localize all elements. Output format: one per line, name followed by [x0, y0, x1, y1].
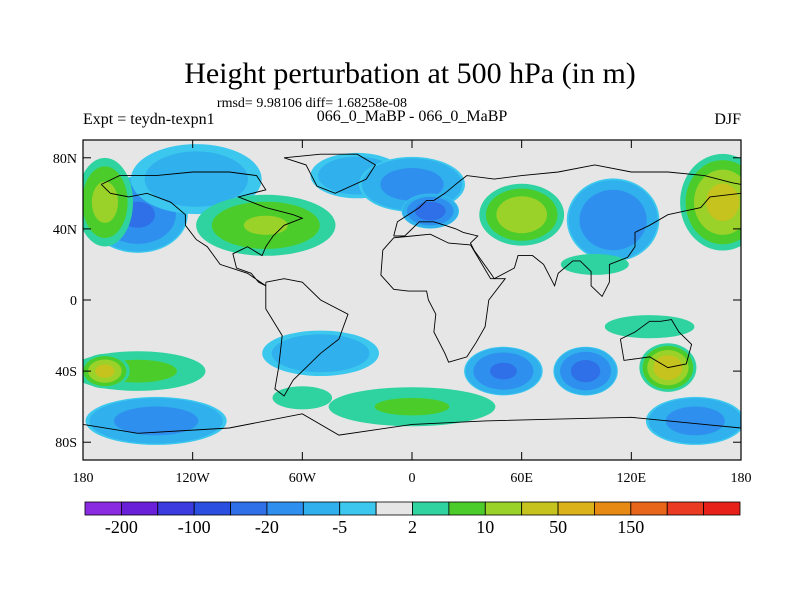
colorbar-swatch-1	[120, 501, 159, 516]
anomaly-blob-10	[560, 253, 629, 275]
colorbar-label-2: -20	[255, 517, 279, 537]
y-tick-label-2: 0	[70, 294, 77, 309]
colorbar-label-1: -100	[178, 517, 211, 537]
colorbar-swatch-4	[230, 501, 268, 516]
colorbar-swatch-17	[703, 501, 741, 516]
coastline-3	[393, 164, 741, 298]
x-tick-label-2: 60W	[289, 471, 317, 486]
colorbar-swatch-7	[339, 501, 377, 516]
season-label: DJF	[714, 111, 741, 128]
x-tick-label-6: 180	[731, 471, 752, 486]
colorbar-swatch-13	[557, 501, 595, 516]
colorbar-swatch-10	[448, 501, 486, 516]
colorbar-swatch-9	[412, 501, 450, 516]
map-area	[83, 140, 741, 460]
coastline-6	[83, 413, 741, 460]
colorbar-label-6: 50	[549, 517, 567, 537]
y-tick-label-4: 80S	[55, 436, 77, 451]
anomaly-blob-8	[579, 189, 647, 251]
x-tick-label-5: 120E	[617, 471, 647, 486]
experiment-label: Expt = teydn-texpn1	[83, 111, 215, 128]
x-axis: 180 120W 60W 0 60E 120E 180	[73, 140, 752, 486]
perturbation-field	[83, 144, 741, 445]
coastline-4	[380, 233, 507, 363]
anomaly-blob-1	[144, 151, 248, 207]
anomaly-blob-5	[380, 168, 444, 201]
colorbar-swatch-2	[157, 501, 195, 516]
y-tick-label-3: 40S	[55, 365, 77, 380]
y-tick-label-1: 40N	[53, 223, 77, 238]
colorbar-swatch-3	[193, 501, 231, 516]
x-tick-label-4: 60E	[510, 471, 533, 486]
case-label: 066_0_MaBP - 066_0_MaBP	[317, 108, 508, 125]
colorbar-label-0: -200	[105, 517, 138, 537]
y-axis: 80N 40N 0 40S 80S	[53, 152, 741, 451]
anomaly-blob-3	[243, 215, 288, 235]
colorbar-swatch-6	[302, 501, 341, 516]
coastline-0	[100, 171, 304, 287]
anomaly-blob-15	[490, 362, 517, 380]
colorbar-swatch-8	[375, 501, 413, 516]
colorbar-swatch-15	[630, 501, 668, 516]
colorbar-swatch-12	[521, 501, 559, 516]
anomaly-blob-13	[113, 406, 199, 436]
coastline-2	[265, 278, 349, 397]
coastline-1	[283, 153, 377, 194]
chart-subtitle: rmsd= 9.98106 diff= 1.68258e-08	[217, 96, 407, 111]
anomaly-blob-12	[95, 364, 115, 378]
colorbar-swatch-0	[84, 501, 122, 516]
coastlines	[83, 153, 741, 460]
colorbar-label-7: 150	[617, 517, 644, 537]
y-tick-label-0: 80N	[53, 152, 77, 167]
anomaly-blob-6	[415, 201, 446, 221]
colorbar-swatch-11	[484, 501, 523, 516]
colorbar: -200 -100 -20 -5 2 10 50 150	[84, 501, 741, 537]
anomaly-blob-2	[91, 181, 118, 223]
x-tick-label-0: 180	[73, 471, 94, 486]
coastline-5	[619, 319, 693, 369]
anomaly-blob-21	[604, 315, 695, 339]
anomaly-blob-18	[570, 360, 601, 383]
anomaly-blob-17	[272, 386, 333, 410]
colorbar-swatch-16	[666, 501, 705, 516]
anomaly-blob-16	[374, 398, 450, 416]
colorbar-swatch-5	[266, 501, 304, 516]
chart-title: Height perturbation at 500 hPa (in m)	[184, 57, 636, 90]
x-tick-label-3: 0	[409, 471, 416, 486]
colorbar-label-4: 2	[408, 517, 417, 537]
colorbar-swatch-14	[594, 501, 632, 516]
anomaly-blob-9	[706, 183, 740, 221]
anomaly-blob-20	[665, 406, 725, 436]
colorbar-label-5: 10	[476, 517, 494, 537]
anomaly-blob-7	[496, 196, 547, 234]
colorbar-label-3: -5	[332, 517, 347, 537]
x-tick-label-1: 120W	[176, 471, 211, 486]
